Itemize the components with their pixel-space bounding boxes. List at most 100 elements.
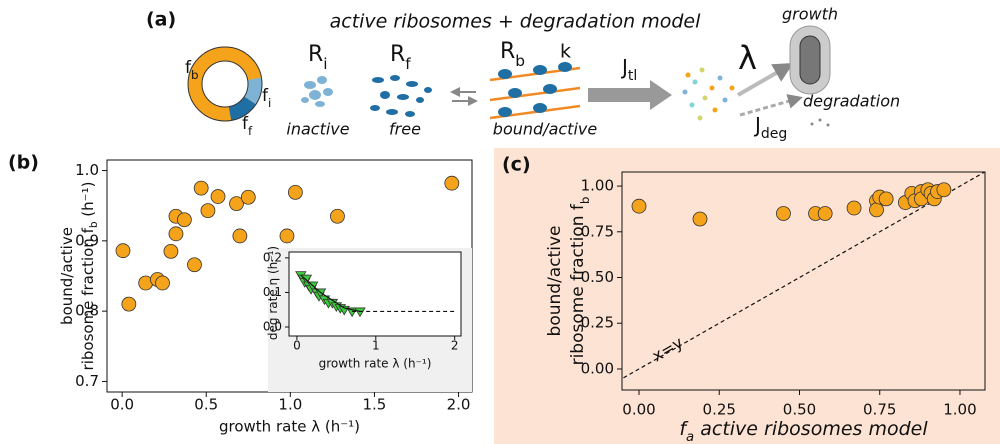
f-i: fi: [262, 86, 271, 110]
subscript: deg: [761, 126, 787, 142]
r-b: Rb: [500, 39, 525, 70]
text-part: J: [753, 113, 761, 137]
text-part: R: [390, 42, 405, 67]
x-tick-label: 0.50: [783, 401, 816, 419]
free-ribosomes: [370, 75, 432, 117]
x-tick-label: 0.5: [194, 396, 218, 414]
subscript: b: [578, 197, 592, 205]
subscript: f: [405, 55, 411, 73]
point: [354, 307, 366, 318]
x-tick-label: 0.75: [863, 401, 896, 419]
point: [121, 296, 137, 312]
y-axis-label: bound/active: [545, 226, 565, 337]
point: [200, 203, 216, 219]
x-tick-label: 1.5: [363, 396, 387, 414]
panel-label: (b): [8, 152, 39, 174]
point: [692, 211, 708, 227]
x-tick-label: 2: [451, 339, 459, 353]
y-tick-label: 1.0: [75, 161, 99, 179]
panel-b-inset: 0 1 2 0.0 0.1 0.2 growth rate λ (h⁻¹) deg rate …: [263, 246, 462, 371]
j-deg: Jdeg: [753, 113, 787, 143]
panel-a: (a) active ribosomes + degradation model…: [146, 5, 900, 143]
panel-label: (c): [502, 154, 531, 176]
text-part: f: [679, 418, 689, 440]
point: [229, 196, 244, 211]
inactive-ribosomes: [301, 76, 333, 107]
x-tick-label: 2.0: [447, 396, 471, 414]
point: [279, 228, 295, 244]
point: [869, 202, 884, 218]
x-tick-label: 0.0: [110, 396, 134, 414]
y-tick-label: 0.00: [581, 359, 614, 377]
marks: [115, 175, 460, 312]
fit-line: [300, 274, 361, 313]
text-part: ribosome fraction f: [79, 227, 97, 370]
text-part: f: [185, 58, 192, 78]
text-part: R: [308, 42, 323, 67]
subscript: b: [515, 52, 525, 70]
text-part: bound/active: [545, 226, 565, 337]
text-part: ribosome fraction f: [568, 203, 588, 365]
text-part: active ribosomes model: [694, 418, 928, 440]
subscript: tl: [628, 68, 637, 84]
point: [936, 182, 952, 198]
y-tick-label: 0.50: [581, 268, 614, 286]
fragments: [810, 118, 830, 127]
point: [287, 184, 303, 200]
y-axis-label: deg rate η (h⁻¹): [266, 246, 280, 340]
subscript: b: [88, 221, 100, 228]
text-part: J: [620, 55, 628, 79]
free-label: free: [389, 120, 421, 139]
subscript: i: [323, 55, 327, 73]
panel-b: 0.0 0.5 1.0 1.5 2.0 0.7 0.8 0.9 1.0 growth rate λ…: [8, 152, 473, 436]
y-tick-label: 1.00: [581, 177, 614, 195]
y-tick-label: 0.0: [263, 320, 282, 334]
marks: [622, 172, 985, 380]
r-f: Rf: [390, 42, 411, 73]
protein-dots: [682, 67, 735, 121]
lambda: λ: [738, 39, 757, 77]
panel-label: (a): [146, 9, 176, 31]
x-tick-label: 1.0: [278, 396, 302, 414]
subscript: b: [191, 68, 199, 82]
degradation-label: degradation: [803, 92, 900, 111]
point: [115, 243, 131, 259]
subscript: f: [248, 124, 253, 138]
y-axis-label: bound/active: [58, 227, 76, 325]
bound-ribosomes: [498, 62, 572, 117]
y-axis-label: ribosome fraction fb: [568, 197, 592, 366]
growth-label: growth: [782, 5, 838, 24]
y-tick-label: 0.75: [581, 222, 614, 240]
x-tick-label: 1: [372, 339, 380, 353]
point: [240, 189, 256, 205]
donut-inactive: [243, 77, 262, 105]
text-part: deg rate η (h⁻¹): [266, 246, 280, 340]
y-tick-label: 0.25: [581, 314, 614, 332]
marks: [295, 271, 455, 318]
point: [155, 275, 170, 291]
x-axis-label: growth rate λ (h⁻¹): [219, 418, 360, 436]
y-tick-label: 0.1: [263, 285, 282, 299]
point: [817, 206, 833, 221]
diagram-title: active ribosomes + degradation model: [330, 11, 701, 33]
y-axis-label: ribosome fraction fb (h⁻¹): [79, 182, 101, 371]
point: [176, 212, 192, 228]
donut-free: [228, 96, 256, 121]
axes-frame: [288, 251, 462, 337]
inactive-label: inactive: [286, 120, 349, 139]
point: [314, 288, 327, 299]
text-part: bound/active: [58, 227, 76, 325]
k-label: k: [560, 41, 571, 63]
point: [776, 206, 791, 221]
bound-label: bound/active: [493, 120, 598, 139]
y-tick-label: 0.7: [75, 372, 99, 390]
j-tl: Jtl: [620, 55, 637, 85]
translation-arrow: [588, 80, 672, 110]
f-b: fb: [185, 58, 199, 82]
axes-frame: [621, 171, 986, 391]
x-tick-label: 0.25: [703, 401, 736, 419]
x-tick-label: 1.00: [943, 401, 976, 419]
point: [168, 226, 184, 242]
point: [187, 257, 202, 273]
